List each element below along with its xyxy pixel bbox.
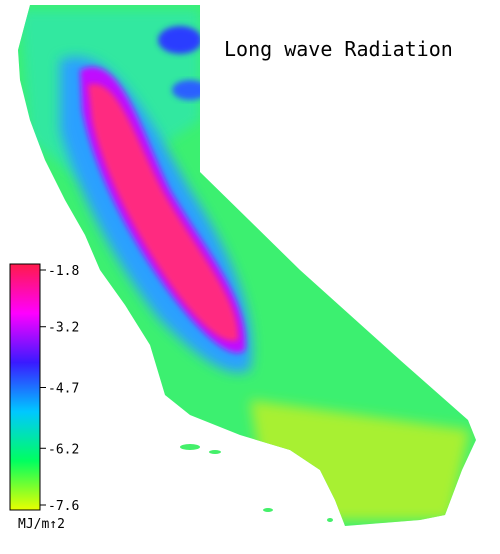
colorbar-tick-label: -4.7	[48, 382, 79, 397]
map-title: Long wave Radiation	[224, 37, 453, 61]
colorbar-tick-label: -7.6	[48, 499, 79, 514]
colorbar-tick-label: -6.2	[48, 442, 79, 457]
colorbar-tick-label: -1.8	[48, 264, 79, 279]
colorbar-tick-label: -3.2	[48, 321, 79, 336]
islands	[180, 444, 333, 522]
colorbar-unit: MJ/m↑2	[18, 517, 65, 532]
colorbar	[9, 263, 41, 511]
